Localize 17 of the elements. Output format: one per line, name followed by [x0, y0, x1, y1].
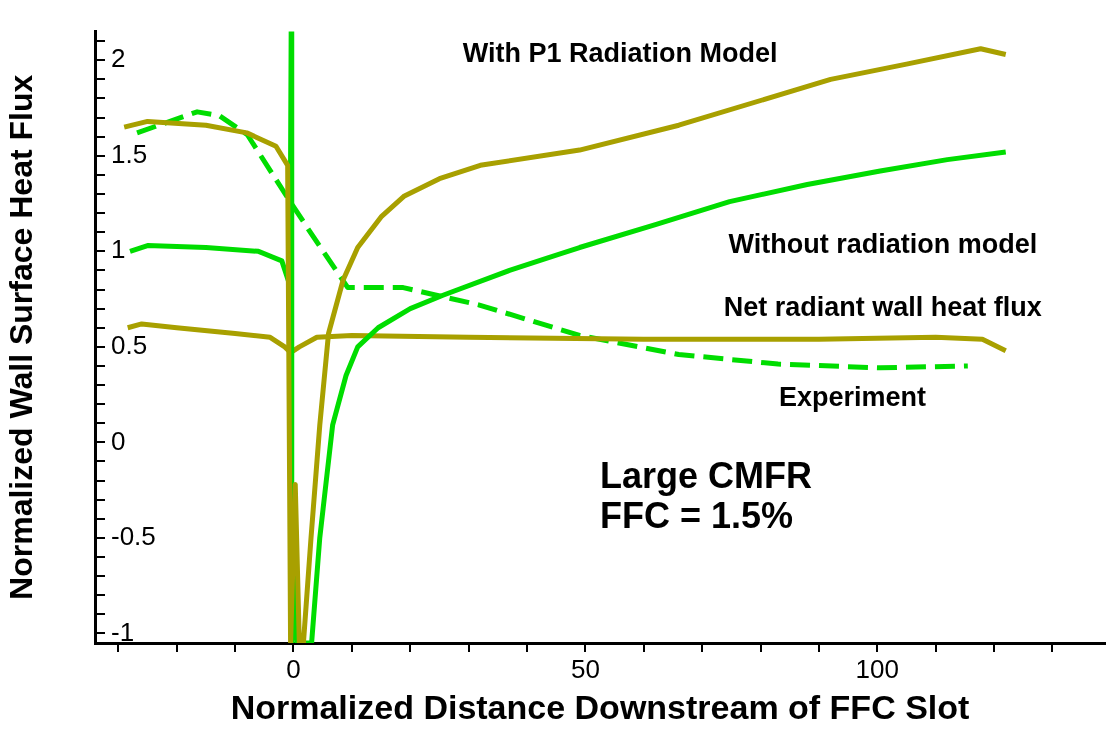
- y-axis-title: Normalized Wall Surface Heat Flux: [3, 74, 40, 600]
- x-axis-title: Normalized Distance Downstream of FFC Slot: [230, 687, 970, 726]
- series-label: Net radiant wall heat flux: [723, 292, 1042, 323]
- x-tick-label: 100: [855, 653, 900, 684]
- y-tick-label: -1: [111, 616, 135, 647]
- y-tick-label: 0: [111, 425, 126, 456]
- y-tick-label: 0.5: [111, 330, 148, 361]
- y-tick-label: 1: [111, 234, 126, 265]
- annotation: Large CMFR FFC = 1.5%: [600, 454, 813, 536]
- series-label: Experiment: [778, 381, 927, 412]
- x-tick-label: 0: [286, 653, 301, 684]
- series-label: With P1 Radiation Model: [462, 37, 778, 68]
- y-tick-label: -0.5: [111, 521, 156, 552]
- y-tick-label: 2: [111, 43, 126, 74]
- series-label: Without radiation model: [728, 229, 1038, 260]
- x-tick-label: 50: [570, 653, 600, 684]
- y-tick-label: 1.5: [111, 138, 148, 169]
